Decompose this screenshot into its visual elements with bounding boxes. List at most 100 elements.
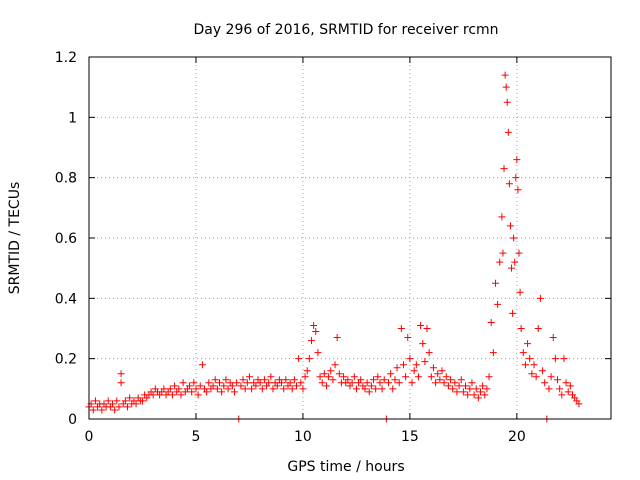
tick-labels: 0 5 10 15 20 0 0.2 0.4 0.6 0.8 1 1.2 (55, 50, 526, 445)
data-point (453, 388, 461, 396)
data-point (438, 367, 446, 375)
data-point (402, 373, 410, 381)
data-point (481, 391, 489, 399)
data-point (539, 367, 547, 375)
data-point (541, 379, 549, 387)
data-point (516, 288, 524, 296)
data-point (389, 385, 397, 393)
x-tick-label: 0 (85, 429, 94, 445)
data-point (397, 325, 405, 332)
data-point (547, 373, 555, 381)
data-point (301, 373, 309, 381)
data-point (352, 385, 360, 393)
chart-title: Day 296 of 2016, SRMTID for receiver rcm… (193, 22, 498, 38)
data-point (363, 379, 371, 387)
data-point (447, 376, 455, 384)
data-point (500, 165, 508, 173)
data-point (432, 379, 440, 387)
data-point (335, 370, 343, 378)
data-point (501, 71, 509, 79)
data-point (113, 397, 121, 405)
data-point (485, 373, 493, 381)
data-point (406, 355, 414, 363)
data-point (385, 379, 393, 387)
data-point (188, 388, 196, 396)
data-point (414, 373, 422, 381)
data-point (499, 249, 507, 257)
data-point (466, 385, 474, 393)
data-point (479, 382, 487, 390)
data-point (230, 388, 238, 396)
data-point (305, 355, 313, 363)
data-point (258, 385, 266, 393)
data-point (391, 376, 399, 384)
data-point (489, 349, 497, 357)
data-point (333, 334, 341, 342)
data-point (504, 128, 512, 136)
data-point (496, 258, 504, 266)
data-point (220, 382, 228, 390)
data-point (491, 279, 499, 287)
y-tick-label: 0 (68, 412, 77, 428)
data-point (483, 385, 491, 393)
x-axis-title: GPS time / hours (287, 459, 404, 475)
data-point (534, 325, 542, 332)
data-point (203, 388, 211, 396)
data-point (322, 382, 330, 390)
data-point (196, 382, 204, 390)
data-point (245, 373, 253, 381)
data-point (117, 379, 125, 387)
data-point (494, 300, 502, 308)
data-point (295, 355, 303, 363)
data-point (427, 373, 435, 381)
data-point (549, 334, 557, 342)
data-point (318, 379, 326, 387)
data-point (194, 391, 202, 399)
data-point (526, 355, 534, 363)
y-tick-label: 1.2 (55, 50, 77, 66)
data-point (267, 373, 275, 381)
data-point (307, 337, 315, 345)
data-point (256, 379, 264, 387)
axis-ticks (88, 56, 611, 420)
data-point (248, 385, 256, 393)
data-point (468, 379, 476, 387)
data-point (177, 391, 185, 399)
data-point (566, 382, 574, 390)
data-point (464, 391, 472, 399)
data-point (190, 379, 198, 387)
data-point (513, 156, 521, 164)
x-tick-label: 5 (192, 429, 201, 445)
data-point (419, 340, 427, 348)
data-point (387, 370, 395, 378)
data-point (451, 379, 459, 387)
data-point (320, 370, 328, 378)
data-point (303, 367, 311, 375)
y-tick-label: 0.2 (55, 352, 77, 368)
data-point (515, 249, 523, 257)
data-point (423, 325, 431, 332)
data-point (310, 321, 318, 329)
data-point (502, 83, 510, 91)
data-point (91, 397, 99, 405)
data-point (269, 385, 277, 393)
data-point (260, 376, 268, 384)
data-point (98, 406, 106, 414)
data-point (312, 328, 320, 336)
data-point (393, 364, 401, 372)
data-point (286, 379, 294, 387)
data-point (374, 373, 382, 381)
data-point (350, 373, 358, 381)
data-point (89, 406, 97, 414)
data-point (365, 388, 373, 396)
data-point (521, 361, 529, 369)
data-point (524, 340, 532, 348)
data-point (138, 397, 146, 405)
data-point (444, 382, 452, 390)
data-point (404, 334, 412, 342)
data-point (425, 349, 433, 357)
data-point (124, 403, 132, 411)
data-point (462, 382, 470, 390)
data-point (417, 321, 425, 329)
